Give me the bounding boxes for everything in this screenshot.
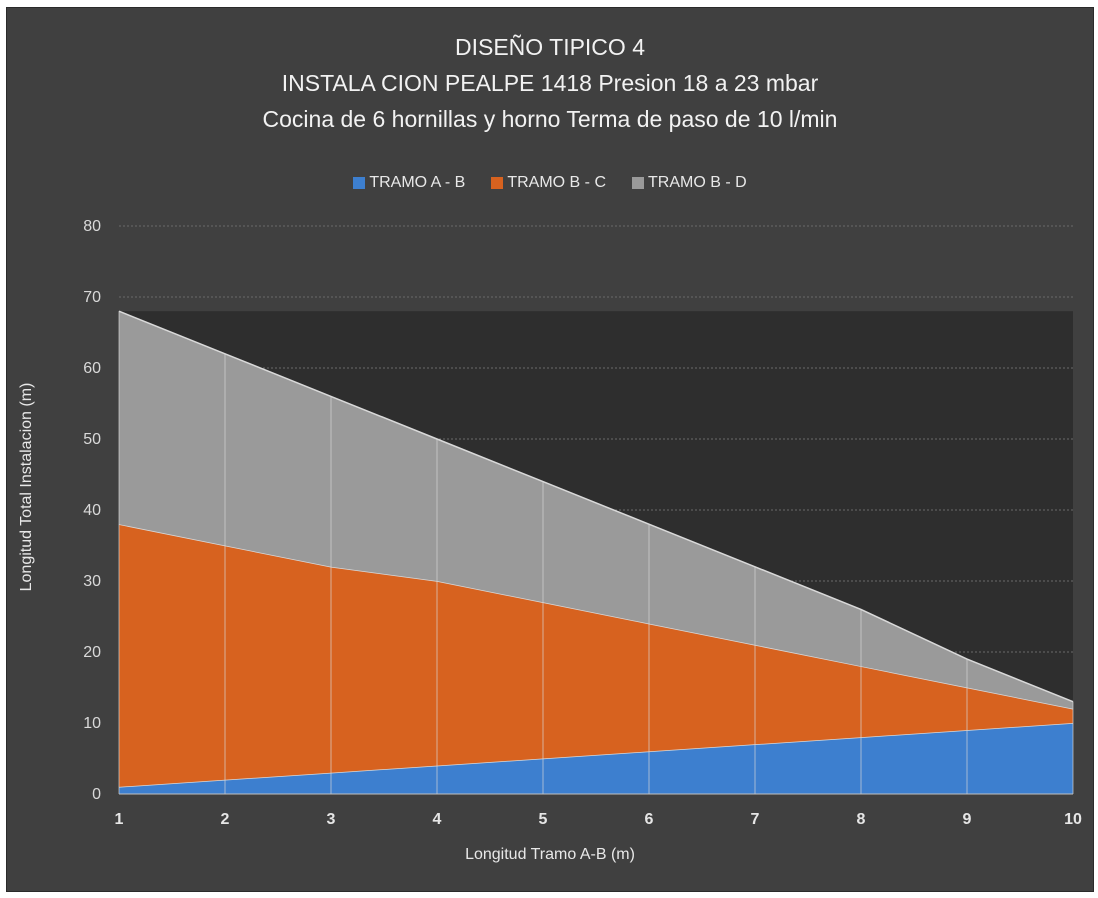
x-tick-label-1: 1 [115, 811, 124, 828]
area-series-2 [119, 524, 1073, 787]
chart-title-line-2: INSTALA CION PEALPE 1418 Presion 18 a 23… [281, 70, 819, 96]
x-tick-label-10: 10 [1064, 811, 1082, 828]
x-tick-label-4: 4 [433, 811, 442, 828]
chart-title-line-3: Cocina de 6 hornillas y horno Terma de p… [262, 106, 838, 132]
x-tick-label-2: 2 [221, 811, 230, 828]
legend-item-tramo-b-c: TRAMO B - C [491, 174, 606, 192]
legend-item-tramo-b-d: TRAMO B - D [632, 174, 747, 192]
y-tick-label-10: 10 [83, 715, 101, 732]
x-tick-label-3: 3 [327, 811, 336, 828]
legend-item-tramo-a-b: TRAMO A - B [353, 174, 465, 192]
x-axis-title: Longitud Tramo A-B (m) [465, 846, 635, 863]
legend-swatch-tramo-b-c [491, 177, 504, 189]
chart-frame: DISEÑO TIPICO 4 INSTALA CION PEALPE 1418… [6, 7, 1094, 892]
y-tick-label-0: 0 [92, 786, 101, 803]
legend-label-tramo-b-d: TRAMO B - D [648, 174, 747, 191]
legend-swatch-tramo-a-b [353, 177, 366, 189]
y-tick-label-80: 80 [83, 218, 101, 235]
x-tick-label-7: 7 [751, 811, 760, 828]
x-tick-label-6: 6 [645, 811, 654, 828]
area-series-3 [119, 311, 1073, 709]
x-tick-label-8: 8 [857, 811, 866, 828]
y-axis-title: Longitud Total Instalacion (m) [18, 382, 35, 592]
legend-label-tramo-b-c: TRAMO B - C [507, 174, 606, 191]
y-tick-label-70: 70 [83, 289, 101, 306]
chart-legend: TRAMO A - B TRAMO B - C TRAMO B - D [7, 174, 1093, 192]
area-series-1 [119, 723, 1073, 794]
y-tick-label-60: 60 [83, 360, 101, 377]
chart-plot-svg: 0 10 20 30 40 50 60 70 80 1 2 3 4 5 6 7 8 9 10 [83, 218, 1082, 828]
chart-title-line-1: DISEÑO TIPICO 4 [454, 34, 645, 60]
legend-label-tramo-a-b: TRAMO A - B [369, 174, 466, 191]
y-tick-label-20: 20 [83, 644, 101, 661]
legend-swatch-tramo-b-d [632, 177, 644, 189]
x-tick-label-9: 9 [963, 811, 972, 828]
y-tick-label-50: 50 [83, 431, 101, 448]
area-series-3-line [118, 310, 1074, 703]
x-tick-label-5: 5 [539, 811, 548, 828]
y-tick-label-40: 40 [83, 502, 101, 519]
y-tick-label-30: 30 [83, 573, 101, 590]
